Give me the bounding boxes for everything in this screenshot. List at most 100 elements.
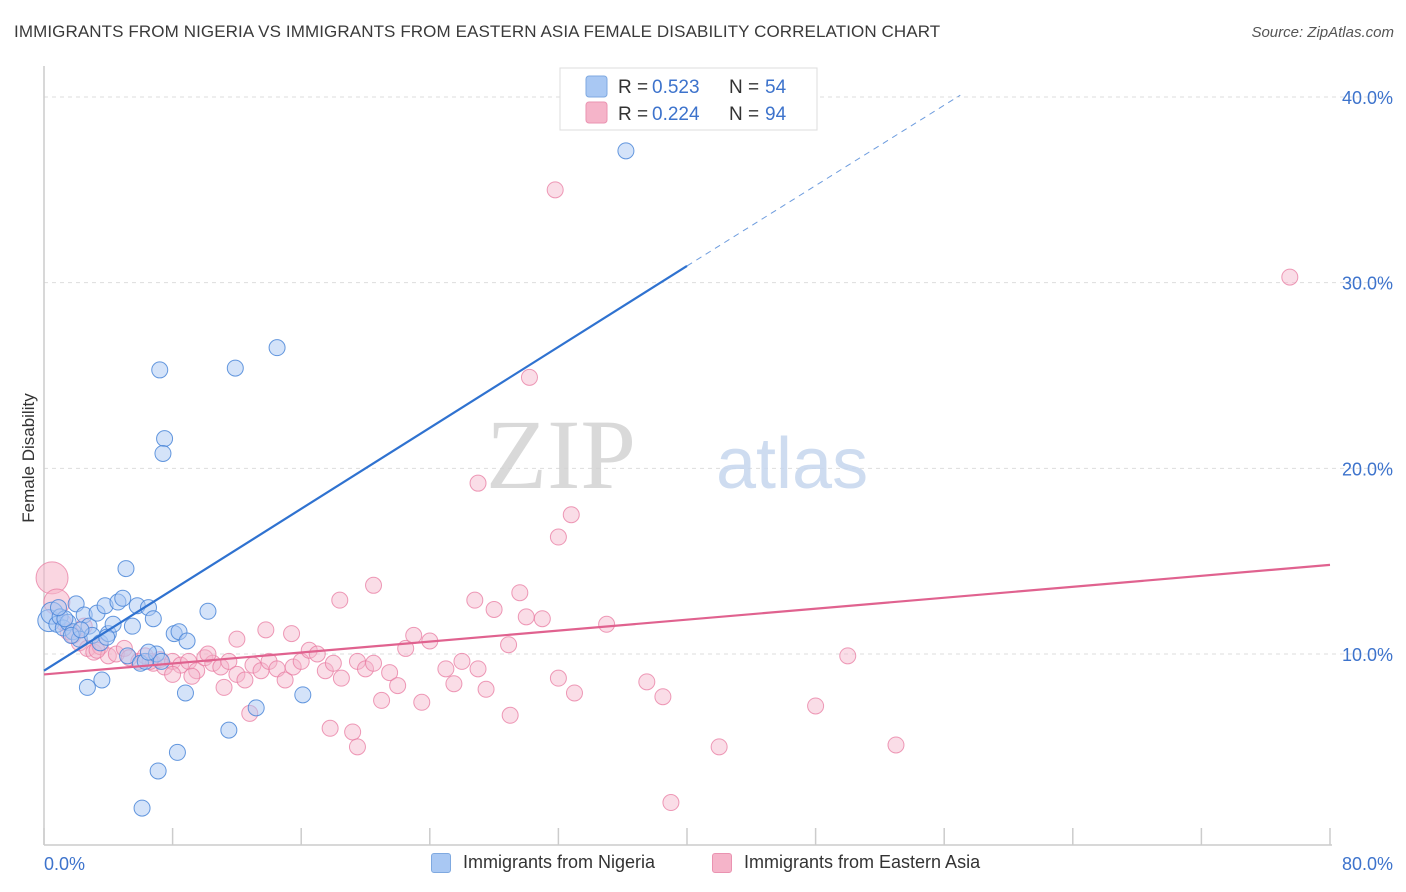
nigeria-point xyxy=(178,632,196,650)
eastern-asia-point xyxy=(887,736,905,754)
y-tick-label: 20.0% xyxy=(1342,459,1393,479)
eastern-asia-point xyxy=(381,664,399,682)
legend-item-nigeria: Immigrants from Nigeria xyxy=(431,852,655,873)
legend-nigeria-r-value: 0.523 xyxy=(652,77,700,98)
eastern-asia-point xyxy=(500,636,518,654)
eastern-asia-point xyxy=(236,671,254,689)
nigeria-trend-line xyxy=(43,265,688,672)
eastern-asia-point xyxy=(1281,268,1299,286)
eastern-asia-point xyxy=(365,576,383,594)
nigeria-point xyxy=(617,142,635,160)
eastern-asia-point xyxy=(485,600,503,618)
nigeria-point xyxy=(117,560,135,578)
legend-eastern-asia-n-value: 94 xyxy=(765,104,787,125)
eastern-asia-point xyxy=(533,610,551,628)
eastern-asia-point xyxy=(511,584,529,602)
axes xyxy=(43,66,1332,846)
eastern-asia-point xyxy=(199,645,217,663)
eastern-asia-point xyxy=(565,684,583,702)
eastern-asia-point xyxy=(348,738,366,756)
y-tick-label: 40.0% xyxy=(1342,88,1393,108)
eastern-asia-point xyxy=(520,368,538,386)
legend-nigeria-n-value: 54 xyxy=(765,77,787,98)
eastern-asia-point xyxy=(445,675,463,693)
eastern-asia-point xyxy=(453,652,471,670)
series-nigeria-points xyxy=(37,142,635,817)
legend-top: R = 0.523 N = 54 R = 0.224 N = 94 xyxy=(559,67,818,131)
eastern-asia-point xyxy=(469,660,487,678)
eastern-asia-point xyxy=(183,667,201,685)
eastern-asia-point xyxy=(283,625,301,643)
grid-lines xyxy=(44,96,1392,655)
trend-lines xyxy=(43,94,1331,676)
nigeria-point xyxy=(133,799,151,817)
eastern-asia-point xyxy=(477,680,495,698)
nigeria-point xyxy=(78,678,96,696)
nigeria-point xyxy=(123,617,141,635)
legend-eastern-asia-n-label: N = xyxy=(729,104,759,125)
x-tick-label-max: 80.0% xyxy=(1342,854,1393,874)
nigeria-point xyxy=(156,430,174,448)
eastern-asia-point xyxy=(469,474,487,492)
legend-nigeria-r-label: R = xyxy=(618,77,648,98)
eastern-asia-trend-line xyxy=(43,563,1331,676)
eastern-asia-point xyxy=(562,506,580,524)
legend-eastern-asia-swatch-bottom xyxy=(712,852,732,873)
eastern-asia-point xyxy=(331,591,349,609)
eastern-asia-point xyxy=(35,561,69,595)
legend-nigeria-swatch xyxy=(585,75,608,98)
eastern-asia-point xyxy=(188,662,206,680)
eastern-asia-point xyxy=(215,678,233,696)
legend-bottom: Immigrants from Nigeria Immigrants from … xyxy=(0,852,1406,878)
eastern-asia-point xyxy=(276,671,294,689)
eastern-asia-point xyxy=(389,677,407,695)
eastern-asia-point xyxy=(549,528,567,546)
eastern-asia-point xyxy=(332,669,350,687)
legend-item-eastern-asia: Immigrants from Eastern Asia xyxy=(712,852,980,873)
nigeria-trend-extension xyxy=(686,94,961,267)
legend-eastern-asia-r-value: 0.224 xyxy=(652,104,700,125)
y-tick-label: 10.0% xyxy=(1342,645,1393,665)
nigeria-point xyxy=(93,671,111,689)
nigeria-point xyxy=(247,699,265,717)
eastern-asia-point xyxy=(324,654,342,672)
eastern-asia-point xyxy=(638,673,656,691)
eastern-asia-point xyxy=(517,608,535,626)
tick-labels: 10.0% 20.0% 30.0% 40.0% 0.0% 80.0% xyxy=(44,88,1393,874)
eastern-asia-point xyxy=(164,665,182,683)
eastern-asia-point xyxy=(839,647,857,665)
eastern-asia-point xyxy=(598,615,616,633)
nigeria-point xyxy=(119,647,137,665)
watermark: ZIP atlas xyxy=(486,399,868,510)
eastern-asia-point xyxy=(228,630,246,648)
nigeria-point xyxy=(168,743,186,761)
eastern-asia-point xyxy=(365,654,383,672)
legend-eastern-asia-r-label: R = xyxy=(618,104,648,125)
y-axis-label: Female Disability xyxy=(19,393,38,523)
nigeria-point xyxy=(49,599,67,617)
legend-nigeria-label: Immigrants from Nigeria xyxy=(463,852,656,872)
legend-nigeria-n-label: N = xyxy=(729,77,759,98)
eastern-asia-point xyxy=(466,591,484,609)
nigeria-point xyxy=(176,684,194,702)
x-tick-label-min: 0.0% xyxy=(44,854,85,874)
eastern-asia-point xyxy=(308,645,326,663)
eastern-asia-point xyxy=(662,794,680,812)
eastern-asia-point xyxy=(549,669,567,687)
eastern-asia-point xyxy=(344,723,362,741)
legend-nigeria-swatch-bottom xyxy=(431,852,451,873)
nigeria-point xyxy=(268,339,286,357)
legend-eastern-asia-swatch xyxy=(585,101,608,124)
legend-eastern-asia-label: Immigrants from Eastern Asia xyxy=(744,852,981,872)
series-eastern-asia-points xyxy=(35,181,1299,812)
eastern-asia-point xyxy=(546,181,564,199)
eastern-asia-point xyxy=(257,621,275,639)
watermark-zip: ZIP xyxy=(486,399,636,510)
nigeria-point xyxy=(294,686,312,704)
eastern-asia-point xyxy=(654,688,672,706)
chart-title: IMMIGRANTS FROM NIGERIA VS IMMIGRANTS FR… xyxy=(14,22,941,41)
nigeria-point xyxy=(114,589,132,607)
nigeria-point xyxy=(72,621,90,639)
nigeria-point xyxy=(199,602,217,620)
